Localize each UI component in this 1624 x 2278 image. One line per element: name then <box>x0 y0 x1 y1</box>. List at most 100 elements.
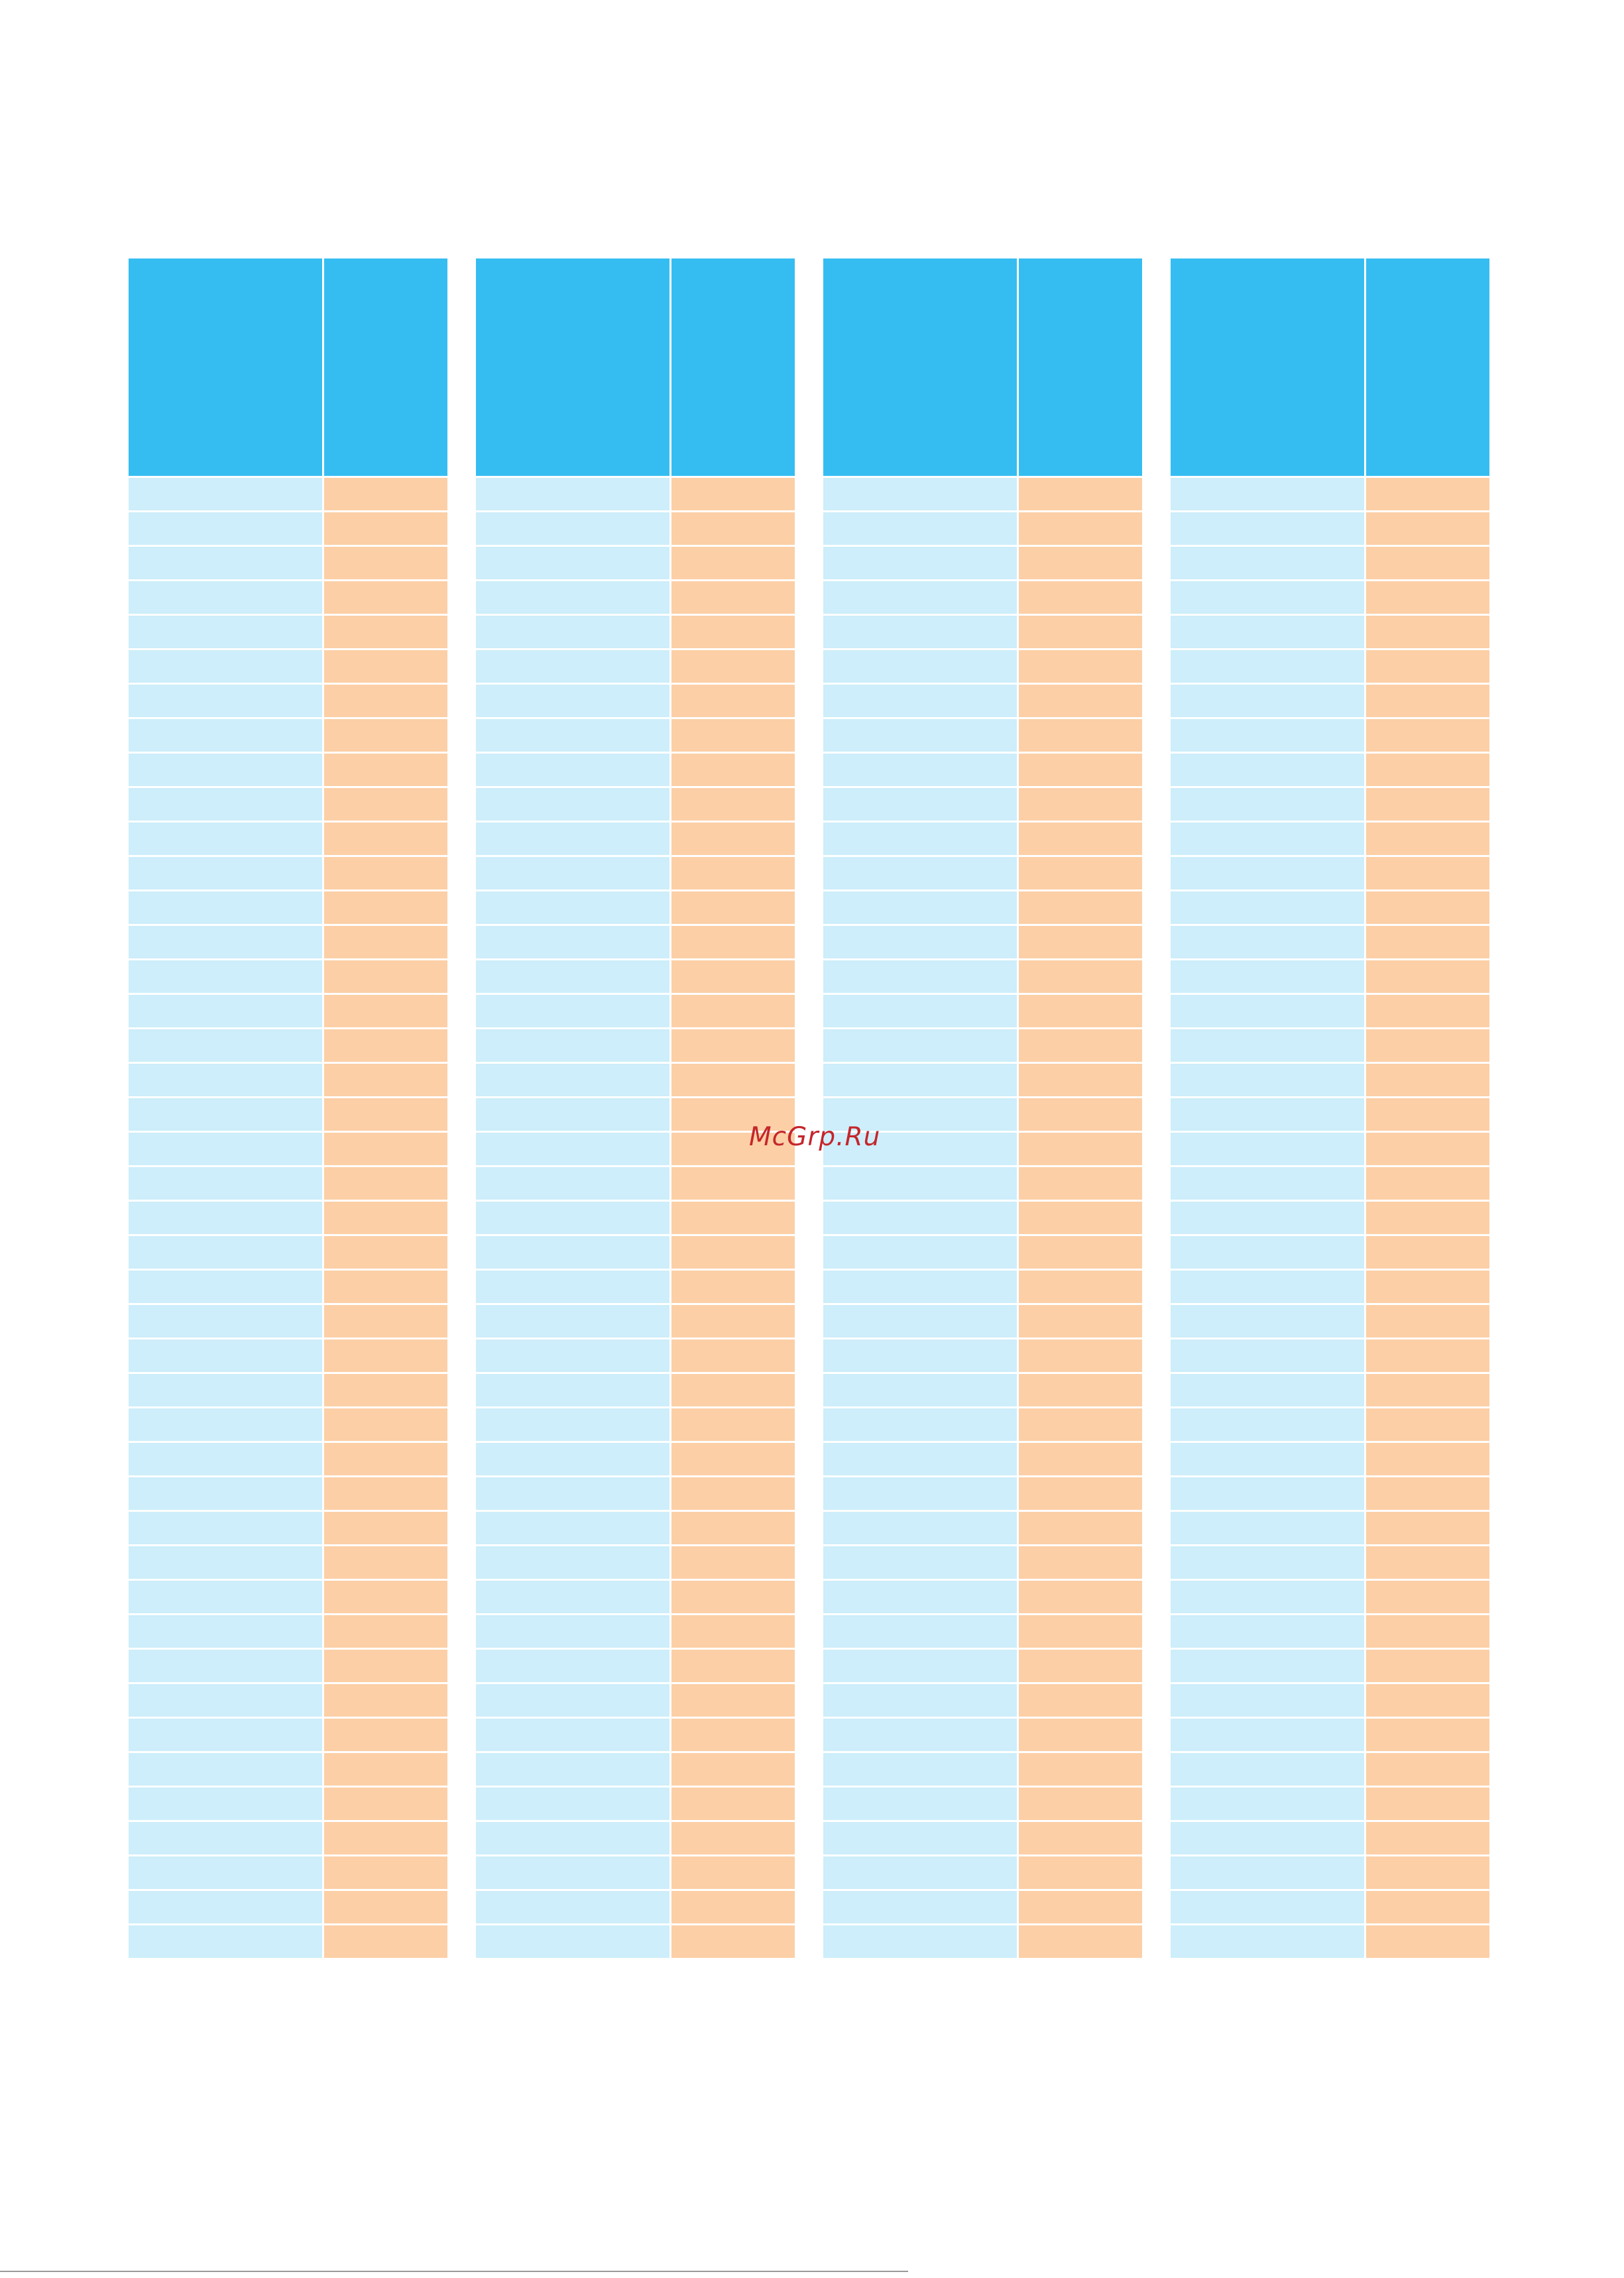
table-cell-left <box>476 1788 671 1820</box>
table-cell-right <box>324 719 447 752</box>
table-row <box>129 1303 447 1338</box>
table-cell-right <box>1019 1408 1142 1441</box>
table-row <box>476 924 795 958</box>
table-cell-right <box>1366 1581 1489 1613</box>
table-row <box>1171 1717 1489 1751</box>
table-cell-left <box>1171 857 1366 889</box>
table-cell-left <box>823 1684 1019 1717</box>
table-cell-right <box>1019 547 1142 579</box>
table-row <box>1171 1475 1489 1510</box>
table-cell-left <box>823 581 1019 614</box>
table-cell-left <box>823 1856 1019 1889</box>
table-cell-right <box>1019 1891 1142 1923</box>
table-cell-left <box>823 1374 1019 1406</box>
table-cell-left <box>476 788 671 821</box>
table-cell-right <box>671 581 795 614</box>
table-cell-left <box>129 1374 324 1406</box>
table-cell-left <box>129 685 324 717</box>
table-cell-right <box>1019 1167 1142 1200</box>
table-cell-left <box>823 616 1019 648</box>
table-row <box>823 1131 1142 1165</box>
table-cell-left <box>129 960 324 993</box>
table-row <box>1171 1441 1489 1475</box>
table-cell-right <box>1366 1719 1489 1751</box>
table-cell-right <box>671 616 795 648</box>
table-cell-right <box>324 1202 447 1234</box>
table-row <box>129 614 447 648</box>
table-cell-left <box>129 1788 324 1820</box>
table-cell-right <box>1366 1822 1489 1854</box>
table-cell-right <box>1019 1753 1142 1786</box>
table-cell-left <box>823 995 1019 1027</box>
table-row <box>476 752 795 786</box>
table-cell-right <box>1366 1856 1489 1889</box>
table-row <box>129 1717 447 1751</box>
table-cell-right <box>671 1236 795 1269</box>
table-row <box>129 821 447 855</box>
table-cell-left <box>476 1856 671 1889</box>
table-cell-right <box>1019 1512 1142 1544</box>
table-cell-right <box>671 754 795 786</box>
table-row <box>476 1648 795 1682</box>
table-cell-left <box>129 1822 324 1854</box>
table-cell-right <box>1366 1477 1489 1510</box>
table-cell-right <box>324 754 447 786</box>
table-row <box>129 1027 447 1062</box>
table-cell-right <box>1366 1684 1489 1717</box>
table-row <box>1171 648 1489 683</box>
table-cell-left <box>823 1443 1019 1475</box>
table-cell-left <box>476 823 671 855</box>
table-cell-right <box>324 1891 447 1923</box>
table-row <box>476 1820 795 1854</box>
table-row <box>129 855 447 889</box>
table-cell-right <box>671 823 795 855</box>
table-cell-right <box>1366 1408 1489 1441</box>
table-row <box>476 614 795 648</box>
table-cell-left <box>823 1719 1019 1751</box>
table-cell-left <box>129 1925 324 1958</box>
table-row <box>1171 1510 1489 1544</box>
table-cell-left <box>129 1305 324 1338</box>
table-cell-left <box>823 823 1019 855</box>
table-cell-left <box>476 857 671 889</box>
table-cell-left <box>823 1822 1019 1854</box>
table-cell-left <box>476 1650 671 1682</box>
table-cell-left <box>1171 1305 1366 1338</box>
table-cell-right <box>1366 1339 1489 1372</box>
table-cell-right <box>1366 823 1489 855</box>
table-cell-left <box>129 512 324 545</box>
table-cell-left <box>129 1891 324 1923</box>
table-cell-right <box>671 719 795 752</box>
table-cell-left <box>1171 1512 1366 1544</box>
table-cell-right <box>324 1374 447 1406</box>
table-cell-right <box>1366 857 1489 889</box>
table-row <box>129 1441 447 1475</box>
table-cell-right <box>324 823 447 855</box>
table-cell-left <box>476 1581 671 1613</box>
table-cell-right <box>1019 581 1142 614</box>
table-cell-left <box>476 719 671 752</box>
table-cell-left <box>129 1512 324 1544</box>
table-row <box>823 1751 1142 1786</box>
table-cell-left <box>129 1650 324 1682</box>
table-row <box>129 579 447 614</box>
table-row <box>476 1544 795 1579</box>
table-cell-right <box>1366 1925 1489 1958</box>
table-cell-left <box>1171 1236 1366 1269</box>
table-row <box>1171 1165 1489 1200</box>
table-cell-right <box>671 478 795 510</box>
table-row <box>1171 993 1489 1027</box>
table-cell-right <box>1019 1443 1142 1475</box>
table-cell-left <box>129 1408 324 1441</box>
table-row <box>476 510 795 545</box>
table-cell-left <box>129 823 324 855</box>
table-cell-left <box>129 1133 324 1165</box>
table-cell-right <box>324 1615 447 1648</box>
table-cell-right <box>1366 1236 1489 1269</box>
table-cell-left <box>129 719 324 752</box>
table-cell-left <box>1171 1788 1366 1820</box>
table-row <box>1171 579 1489 614</box>
table-row <box>476 1923 795 1958</box>
table-row <box>129 1269 447 1303</box>
table-row <box>129 1544 447 1579</box>
